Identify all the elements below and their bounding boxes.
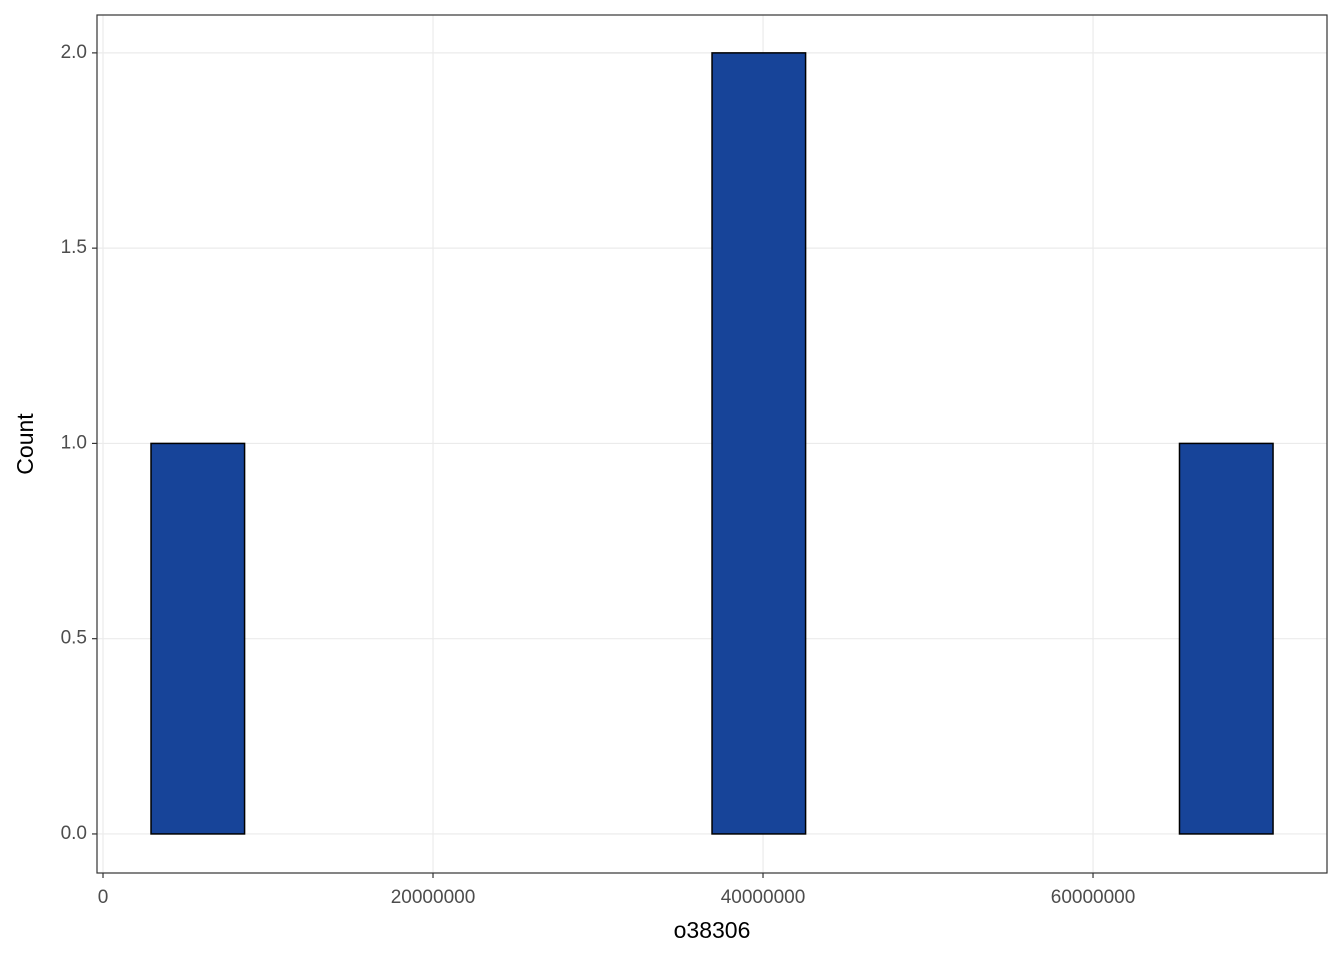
y-axis-title: Count — [12, 413, 38, 475]
x-tick-label: 40000000 — [721, 887, 806, 908]
x-tick-label: 60000000 — [1051, 887, 1136, 908]
x-tick-label: 0 — [98, 887, 109, 908]
x-tick-label: 20000000 — [391, 887, 476, 908]
histogram-bar — [1178, 442, 1274, 835]
x-axis-title: o38306 — [674, 917, 751, 943]
y-tick-label: 2.0 — [61, 42, 87, 63]
histogram-bar — [150, 442, 246, 835]
y-tick-label: 0.0 — [61, 823, 87, 844]
histogram-bar — [711, 52, 807, 835]
marks — [150, 52, 1274, 835]
y-tick-label: 0.5 — [61, 628, 87, 649]
y-tick-label: 1.5 — [61, 237, 87, 258]
y-tick-label: 1.0 — [61, 432, 87, 453]
